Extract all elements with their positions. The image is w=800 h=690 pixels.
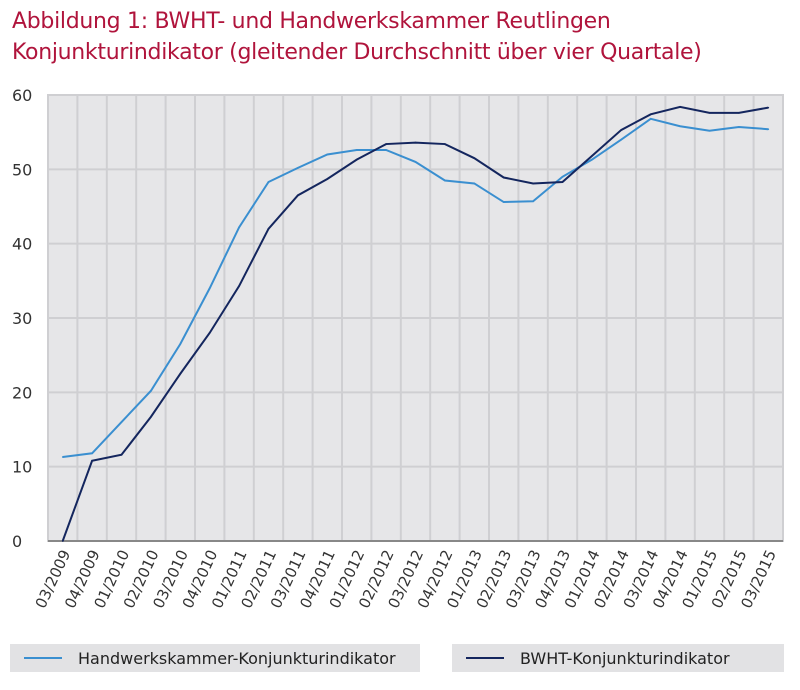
title-line-1: Abbildung 1: BWHT- und Handwerkskammer R… xyxy=(12,9,611,34)
y-tick-label: 40 xyxy=(12,235,32,254)
legend-item-handwerkskammer: Handwerkskammer-Konjunkturindikator xyxy=(10,644,420,672)
y-tick-label: 10 xyxy=(12,458,32,477)
data-point xyxy=(326,153,329,156)
data-point xyxy=(679,106,681,108)
data-point xyxy=(532,200,534,203)
data-point xyxy=(679,125,681,128)
chart-title: Abbildung 1: BWHT- und Handwerkskammer R… xyxy=(12,6,702,68)
data-point xyxy=(385,143,387,145)
data-point xyxy=(561,175,564,178)
data-point xyxy=(120,453,123,456)
y-tick-label: 20 xyxy=(12,383,32,402)
data-point xyxy=(297,194,299,197)
data-point xyxy=(444,179,446,182)
y-tick-label: 60 xyxy=(12,86,32,105)
data-point xyxy=(708,129,711,132)
data-point xyxy=(473,182,476,185)
data-point xyxy=(620,129,623,131)
data-point xyxy=(473,157,476,159)
data-point xyxy=(561,181,564,183)
data-point xyxy=(355,158,358,161)
y-tick-label: 0 xyxy=(12,532,22,551)
data-point xyxy=(767,128,770,130)
data-point xyxy=(591,158,593,161)
legend-label: Handwerkskammer-Konjunkturindikator xyxy=(78,648,396,668)
legend-swatch xyxy=(24,657,62,659)
data-point xyxy=(385,149,387,151)
data-point xyxy=(326,178,329,180)
data-point xyxy=(91,452,93,455)
y-tick-label: 50 xyxy=(12,160,32,179)
legend-swatch xyxy=(466,657,504,659)
data-point xyxy=(620,138,623,141)
data-point xyxy=(179,372,182,375)
title-line-2: Konjunkturindikator (gleitender Durchsch… xyxy=(12,40,702,65)
data-point xyxy=(708,112,711,114)
data-point xyxy=(267,228,270,230)
data-point xyxy=(502,176,505,179)
data-point xyxy=(208,332,211,334)
data-point xyxy=(120,421,123,423)
data-point xyxy=(649,117,652,120)
data-point xyxy=(208,287,211,290)
data-point xyxy=(91,459,93,462)
data-point xyxy=(150,390,152,392)
data-point xyxy=(238,285,240,287)
data-point xyxy=(767,106,770,109)
data-point xyxy=(532,182,534,185)
data-point xyxy=(414,141,417,144)
data-point xyxy=(738,126,740,128)
data-point xyxy=(591,155,593,157)
data-point xyxy=(738,112,740,114)
data-point xyxy=(355,149,358,151)
data-point xyxy=(444,143,446,145)
data-point xyxy=(297,167,299,169)
data-point xyxy=(649,113,652,116)
legend-label: BWHT-Konjunkturindikator xyxy=(520,648,730,668)
data-point xyxy=(61,540,64,542)
y-tick-label: 30 xyxy=(12,309,32,328)
data-point xyxy=(267,181,270,183)
data-point xyxy=(502,201,505,203)
data-point xyxy=(414,161,417,163)
data-point xyxy=(61,456,64,458)
legend-item-bwht: BWHT-Konjunkturindikator xyxy=(452,644,784,672)
data-point xyxy=(150,416,152,418)
data-point xyxy=(238,226,240,229)
data-point xyxy=(179,343,182,345)
